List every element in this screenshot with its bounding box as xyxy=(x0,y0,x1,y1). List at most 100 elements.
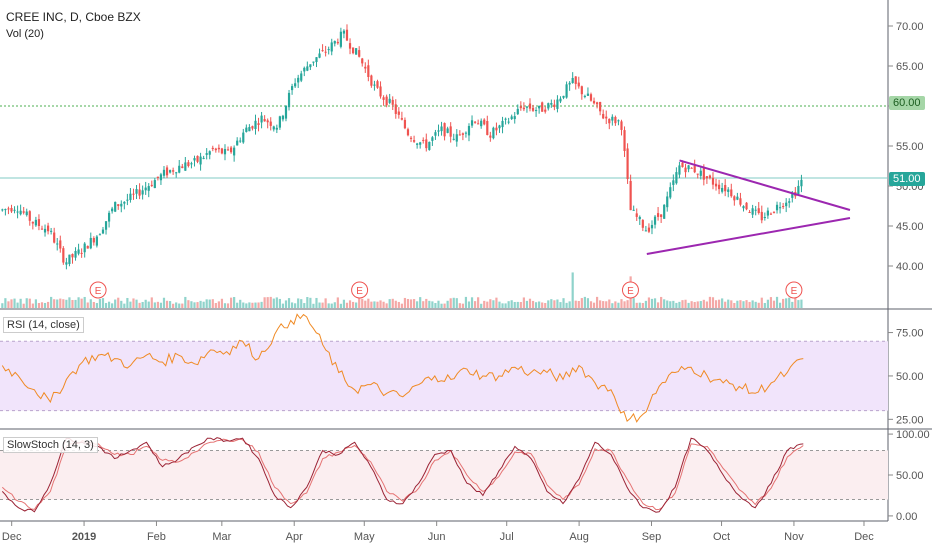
candle-body xyxy=(202,157,205,159)
candle-body xyxy=(730,189,733,197)
candle-body xyxy=(229,147,233,153)
volume-bar xyxy=(257,302,260,308)
volume-bar xyxy=(501,303,504,308)
candle-body xyxy=(373,84,376,86)
volume-bar xyxy=(440,303,443,308)
volume-bar xyxy=(229,297,233,308)
candle-body xyxy=(10,207,13,212)
candle-body xyxy=(684,167,687,173)
price-tag-51: 51.00 xyxy=(889,172,925,186)
volume-indicator-label: Vol (20) xyxy=(6,28,44,40)
volume-bar xyxy=(284,300,288,308)
volume-bar xyxy=(367,298,370,308)
candle-body xyxy=(428,141,431,150)
volume-bar xyxy=(650,298,654,308)
candle-body xyxy=(126,199,129,201)
volume-bar xyxy=(40,302,44,308)
candle-body xyxy=(470,120,474,126)
volume-bar xyxy=(483,300,486,308)
volume-bar xyxy=(717,299,721,308)
candle-body xyxy=(236,140,239,146)
volume-bar xyxy=(553,300,556,308)
rsi-tick-label: 50.00 xyxy=(896,371,924,383)
volume-bar xyxy=(406,298,410,308)
candle-body xyxy=(653,216,657,225)
volume-bar xyxy=(306,297,309,308)
volume-bar xyxy=(397,301,400,308)
volume-bar xyxy=(168,301,172,308)
candle-body xyxy=(104,221,108,230)
volume-bar xyxy=(473,301,477,308)
candle-body xyxy=(583,95,586,97)
volume-bar xyxy=(62,299,65,308)
volume-bar xyxy=(214,303,217,308)
volume-bar xyxy=(92,301,95,308)
candle-body xyxy=(736,196,739,200)
volume-bar xyxy=(7,301,10,308)
volume-bar xyxy=(162,297,166,308)
volume-bar xyxy=(507,301,510,308)
volume-bar xyxy=(202,301,205,308)
candle-body xyxy=(608,118,611,124)
candle-body xyxy=(287,92,291,108)
volume-bar xyxy=(504,303,507,308)
volume-bar xyxy=(556,299,559,308)
candle-body xyxy=(86,245,89,249)
candle-body xyxy=(40,228,44,230)
candle-body xyxy=(172,170,175,172)
volume-bar xyxy=(602,301,605,308)
candle-body xyxy=(455,134,458,142)
stoch-pane-title[interactable]: SlowStoch (14, 3) xyxy=(3,437,98,453)
candle-body xyxy=(443,123,446,137)
volume-bar xyxy=(644,300,647,308)
candle-body xyxy=(315,57,318,63)
volume-bar xyxy=(446,300,449,308)
candle-body xyxy=(644,230,647,232)
candle-body xyxy=(217,147,220,150)
candle-body xyxy=(623,130,626,151)
volume-bar xyxy=(251,302,254,308)
volume-bar xyxy=(86,302,89,308)
candle-body xyxy=(336,41,339,44)
candle-body xyxy=(294,83,297,87)
volume-bar xyxy=(495,297,498,308)
volume-bar xyxy=(175,302,178,308)
volume-bar xyxy=(586,298,590,308)
candle-body xyxy=(275,127,278,130)
volume-bar xyxy=(778,302,782,308)
time-tick-label: Jun xyxy=(428,531,446,543)
volume-bar xyxy=(172,303,175,308)
candle-body xyxy=(187,162,190,167)
candle-body xyxy=(141,190,144,195)
volume-bar xyxy=(281,303,285,308)
candle-body xyxy=(16,211,19,213)
volume-bar xyxy=(68,297,71,308)
volume-bar xyxy=(547,300,550,308)
candle-body xyxy=(233,147,236,156)
candle-body xyxy=(714,183,718,187)
volume-bar xyxy=(37,302,41,308)
volume-bar xyxy=(34,299,37,308)
volume-bar xyxy=(364,300,367,308)
rsi-pane-title[interactable]: RSI (14, close) xyxy=(3,317,84,333)
volume-bar xyxy=(141,301,144,308)
volume-bar xyxy=(43,302,47,308)
volume-bar xyxy=(437,300,440,308)
volume-bar xyxy=(510,300,513,308)
volume-bar xyxy=(321,302,324,308)
candle-body xyxy=(98,234,102,236)
volume-bar xyxy=(739,300,742,308)
volume-bar xyxy=(104,303,108,308)
candle-body xyxy=(394,104,397,114)
candle-body xyxy=(266,120,269,123)
volume-bar xyxy=(711,297,715,308)
candle-body xyxy=(647,227,651,232)
candles-group xyxy=(1,24,803,270)
volume-bar xyxy=(714,300,718,308)
volume-bar xyxy=(376,301,379,308)
volume-bar xyxy=(165,300,169,308)
volume-bar xyxy=(300,299,303,308)
candle-body xyxy=(290,86,294,91)
candle-body xyxy=(800,179,803,187)
